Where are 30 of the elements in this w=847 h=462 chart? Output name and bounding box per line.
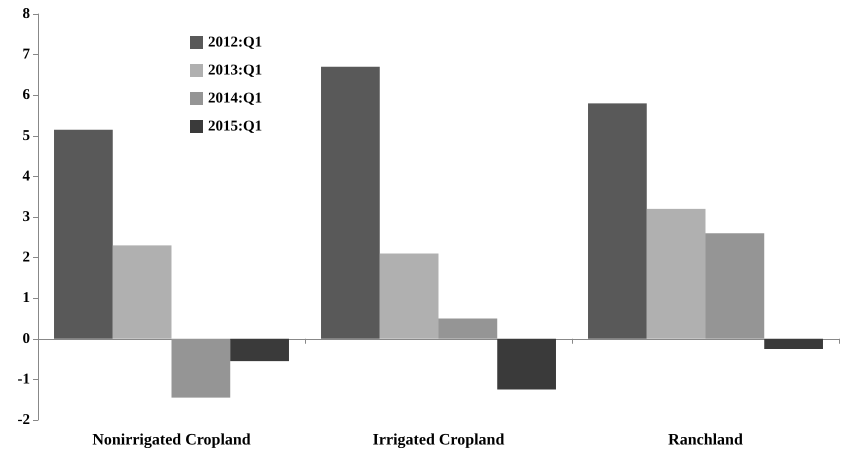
bar (321, 66, 380, 339)
bar (588, 103, 647, 339)
y-tick-label: 5 (22, 128, 30, 144)
y-tick-label: 2 (22, 250, 30, 266)
x-tick-label: Ranchland (668, 432, 743, 448)
y-tick-label: 6 (22, 87, 30, 104)
x-tick-label: Nonirrigated Cropland (92, 432, 251, 448)
bar (764, 338, 823, 349)
bar (54, 130, 113, 339)
y-tick-label: 1 (22, 290, 30, 306)
bar (172, 338, 230, 398)
legend-label: 2015:Q1 (208, 118, 262, 134)
legend-label: 2014:Q1 (208, 90, 262, 106)
bar (112, 245, 172, 339)
legend-label: 2012:Q1 (208, 34, 262, 50)
y-tick-label: 3 (22, 209, 30, 225)
y-tick-label: -2 (18, 412, 30, 428)
y-tick-label: 8 (22, 6, 30, 22)
legend-label: 2013:Q1 (208, 62, 262, 78)
y-tick-label: 7 (22, 46, 30, 63)
bar (230, 338, 289, 362)
y-tick-label: 4 (22, 168, 30, 184)
x-tick-label: Irrigated Cropland (372, 432, 504, 448)
y-tick-label: -1 (18, 371, 30, 388)
y-tick-label: 0 (22, 330, 30, 347)
bar (706, 233, 764, 339)
bar (646, 208, 706, 339)
bar (497, 338, 556, 390)
bar (380, 254, 438, 339)
bar (438, 318, 498, 339)
